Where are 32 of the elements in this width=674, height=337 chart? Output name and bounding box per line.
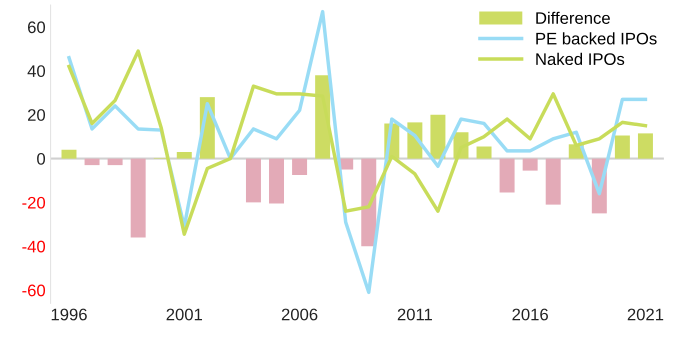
x-tick-label: 2011 xyxy=(398,308,432,320)
x-tick-label: 2021 xyxy=(628,308,664,320)
bar xyxy=(246,158,261,202)
y-tick-label: 0 xyxy=(37,152,46,165)
bar xyxy=(500,158,515,193)
bar xyxy=(476,146,492,159)
x-tick-label: 2001 xyxy=(166,308,202,320)
y-tick-label: 40 xyxy=(28,65,46,78)
bar xyxy=(176,152,192,159)
line-series xyxy=(67,49,648,236)
bar xyxy=(614,136,630,159)
legend-label: PE backed IPOs xyxy=(536,32,657,44)
bar xyxy=(638,133,653,159)
legend-label: Naked IPOs xyxy=(536,52,624,66)
bar xyxy=(269,158,284,204)
bar xyxy=(108,158,123,166)
y-tick-label: 20 xyxy=(28,109,46,121)
x-tick-label: 1996 xyxy=(52,308,87,320)
bar xyxy=(84,158,100,166)
y-tick-label: 60 xyxy=(28,21,46,34)
bar xyxy=(62,150,76,159)
y-tick-label: -20 xyxy=(22,196,46,209)
x-tick-label: 2006 xyxy=(282,308,318,320)
bar xyxy=(522,158,538,171)
y-tick-label: -60 xyxy=(22,284,46,296)
bar xyxy=(130,158,146,238)
y-tick-label: -40 xyxy=(22,240,46,252)
x-tick-label: 2016 xyxy=(512,308,548,320)
legend-label: Difference xyxy=(536,12,610,24)
bar xyxy=(430,114,446,159)
bar xyxy=(546,158,561,205)
bar xyxy=(292,158,308,176)
